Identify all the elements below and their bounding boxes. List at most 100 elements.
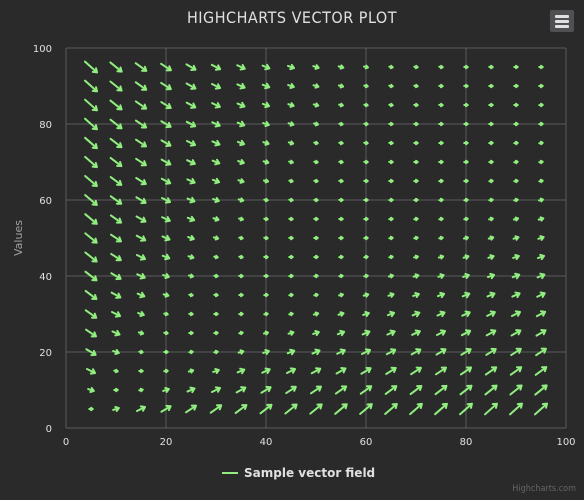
vector-arrow[interactable] [362, 311, 370, 317]
vector-arrow[interactable] [236, 120, 246, 128]
vector-arrow[interactable] [83, 98, 98, 112]
vector-arrow[interactable] [263, 292, 269, 298]
vector-arrow[interactable] [262, 140, 270, 146]
vector-arrow[interactable] [338, 178, 344, 184]
vector-arrow[interactable] [87, 387, 95, 393]
vector-arrow[interactable] [237, 178, 245, 184]
vector-arrow[interactable] [312, 121, 320, 127]
vector-arrow[interactable] [413, 159, 419, 165]
vector-arrow[interactable] [334, 384, 348, 395]
vector-arrow[interactable] [488, 216, 494, 222]
vector-arrow[interactable] [488, 178, 494, 184]
vector-arrow[interactable] [160, 100, 172, 110]
vector-arrow[interactable] [212, 197, 220, 203]
vector-arrow[interactable] [310, 385, 323, 396]
vector-arrow[interactable] [88, 406, 94, 412]
vector-arrow[interactable] [438, 140, 444, 146]
vector-arrow[interactable] [509, 384, 523, 397]
vector-arrow[interactable] [113, 368, 119, 374]
vector-arrow[interactable] [213, 292, 219, 298]
vector-arrow[interactable] [160, 119, 172, 129]
vector-arrow[interactable] [288, 292, 294, 298]
vector-arrow[interactable] [134, 80, 148, 91]
vector-arrow[interactable] [238, 254, 244, 260]
vector-arrow[interactable] [511, 272, 521, 280]
vector-arrow[interactable] [288, 216, 294, 222]
vector-arrow[interactable] [385, 348, 397, 357]
vector-arrow[interactable] [488, 159, 494, 165]
vector-arrow[interactable] [313, 273, 319, 279]
vector-arrow[interactable] [384, 384, 398, 396]
vector-arrow[interactable] [238, 311, 244, 317]
vector-arrow[interactable] [411, 310, 421, 318]
vector-arrow[interactable] [338, 121, 344, 127]
vector-arrow[interactable] [411, 329, 421, 337]
vector-arrow[interactable] [288, 159, 294, 165]
vector-arrow[interactable] [387, 273, 395, 279]
vector-arrow[interactable] [110, 310, 122, 318]
vector-arrow[interactable] [463, 197, 469, 203]
vector-arrow[interactable] [135, 157, 147, 167]
vector-arrow[interactable] [361, 329, 371, 337]
vector-arrow[interactable] [409, 402, 424, 416]
vector-arrow[interactable] [85, 328, 98, 339]
vector-arrow[interactable] [363, 235, 369, 241]
vector-arrow[interactable] [134, 119, 148, 130]
vector-arrow[interactable] [261, 82, 271, 90]
vector-arrow[interactable] [488, 121, 494, 127]
vector-arrow[interactable] [286, 348, 296, 356]
vector-arrow[interactable] [261, 101, 271, 109]
vector-arrow[interactable] [485, 328, 497, 337]
vector-arrow[interactable] [313, 140, 319, 146]
vector-arrow[interactable] [486, 310, 496, 318]
vector-arrow[interactable] [163, 311, 169, 317]
vector-arrow[interactable] [485, 347, 497, 357]
vector-arrow[interactable] [533, 402, 549, 416]
vector-arrow[interactable] [412, 292, 420, 298]
vector-arrow[interactable] [84, 193, 99, 207]
vector-arrow[interactable] [413, 121, 419, 127]
vector-arrow[interactable] [83, 60, 99, 74]
vector-arrow[interactable] [438, 83, 444, 89]
vector-arrow[interactable] [213, 254, 219, 260]
vector-arrow[interactable] [534, 365, 548, 377]
vector-arrow[interactable] [212, 235, 220, 241]
vector-arrow[interactable] [359, 384, 373, 395]
vector-arrow[interactable] [84, 251, 98, 264]
vector-arrow[interactable] [336, 348, 346, 356]
vector-arrow[interactable] [313, 254, 319, 260]
vector-arrow[interactable] [236, 82, 246, 90]
vector-arrow[interactable] [186, 196, 196, 204]
vector-arrow[interactable] [109, 156, 123, 168]
vector-arrow[interactable] [363, 102, 369, 108]
vector-arrow[interactable] [435, 347, 447, 356]
vector-arrow[interactable] [388, 159, 394, 165]
vector-arrow[interactable] [262, 159, 270, 165]
vector-arrow[interactable] [209, 403, 223, 414]
vector-arrow[interactable] [260, 385, 272, 395]
vector-arrow[interactable] [363, 216, 369, 222]
vector-arrow[interactable] [538, 178, 544, 184]
vector-arrow[interactable] [160, 196, 172, 204]
vector-arrow[interactable] [138, 368, 144, 374]
vector-arrow[interactable] [160, 81, 172, 91]
vector-arrow[interactable] [313, 216, 319, 222]
vector-arrow[interactable] [84, 155, 99, 169]
context-menu-button[interactable] [550, 10, 574, 32]
vector-arrow[interactable] [535, 347, 548, 358]
vector-arrow[interactable] [312, 102, 320, 108]
vector-arrow[interactable] [459, 384, 473, 396]
vector-arrow[interactable] [509, 365, 523, 376]
vector-arrow[interactable] [508, 402, 524, 416]
vector-arrow[interactable] [210, 63, 222, 72]
vector-arrow[interactable] [284, 403, 298, 416]
vector-arrow[interactable] [236, 63, 246, 71]
vector-arrow[interactable] [187, 235, 195, 241]
vector-arrow[interactable] [109, 99, 123, 112]
vector-arrow[interactable] [510, 347, 522, 357]
vector-arrow[interactable] [135, 138, 148, 149]
vector-arrow[interactable] [188, 349, 194, 355]
vector-arrow[interactable] [135, 195, 147, 205]
vector-arrow[interactable] [135, 253, 147, 261]
vector-arrow[interactable] [535, 328, 547, 338]
